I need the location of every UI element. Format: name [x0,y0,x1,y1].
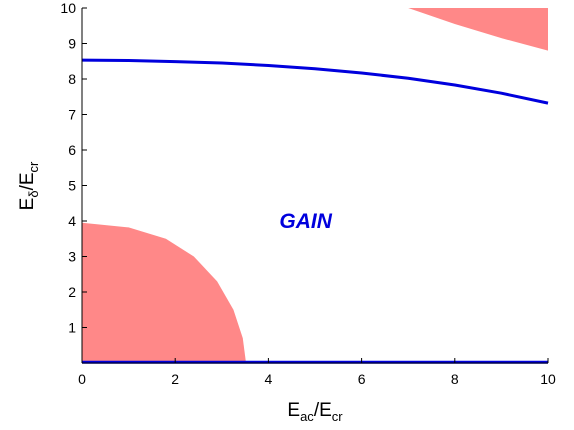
y-label-sub2: cr [26,161,41,173]
x-label-sub: ac [300,409,314,424]
y-tick-label: 3 [68,249,76,265]
x-label-slash: /E [314,400,332,421]
x-tick-label: 4 [265,371,273,387]
y-label-slash: /E [17,172,38,190]
curve-0 [81,58,549,105]
x-tick-label: 8 [451,371,459,387]
y-tick-label: 8 [68,71,76,87]
x-tick-label: 6 [358,371,366,387]
curves [81,58,549,364]
x-tick-label: 0 [78,371,86,387]
y-tick-label: 5 [68,178,76,194]
region-1 [408,8,548,51]
y-label-main: E [17,198,38,211]
unstable-regions [82,8,548,363]
x-label-sub2: cr [332,409,344,424]
y-tick-label: 2 [68,284,76,300]
x-tick-label: 2 [171,371,179,387]
y-tick-label: 7 [68,107,76,123]
region-0 [82,222,247,363]
y-label-sub: δ [26,190,41,197]
y-axis-label: Eδ/Ecr [17,161,41,210]
y-tick-label: 10 [60,0,76,16]
gain-annotation: GAIN [279,210,332,233]
x-axis-label: Eac/Ecr [287,400,343,424]
y-tick-label: 1 [68,320,76,336]
y-tick-label: 6 [68,142,76,158]
y-tick-label: 4 [68,213,76,229]
x-tick-label: 10 [540,371,556,387]
y-tick-label: 9 [68,36,76,52]
x-label-main: E [287,400,300,421]
